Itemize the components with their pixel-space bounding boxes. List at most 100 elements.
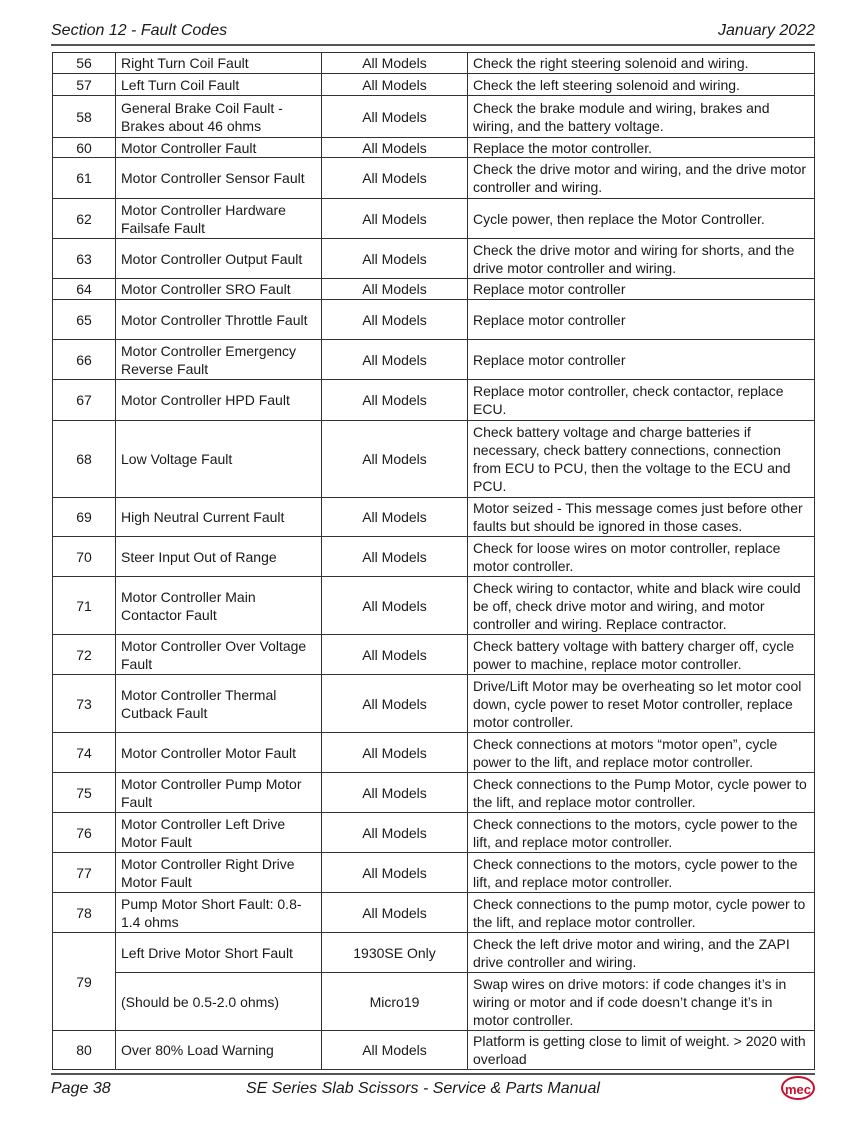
fault-code: 58	[52, 95, 116, 138]
applicable-models: 1930SE Only	[321, 932, 468, 973]
applicable-models: All Models	[321, 536, 468, 577]
corrective-action: Check the right steering solenoid and wi…	[467, 52, 815, 74]
fault-row: 72 Motor Controller Over Voltage Fault All…	[52, 634, 815, 675]
fault-code: 64	[52, 278, 116, 300]
header-rule	[51, 44, 815, 46]
applicable-models: Micro19	[321, 972, 468, 1031]
fault-code: 76	[52, 812, 116, 853]
fault-row: 80 Over 80% Load Warning All Models Platfor…	[52, 1030, 815, 1070]
fault-code: 57	[52, 73, 116, 96]
corrective-action: Check for loose wires on motor controlle…	[467, 536, 815, 577]
page-number: Page 38	[51, 1080, 111, 1097]
fault-description: Pump Motor Short Fault: 0.8-1.4 ohms	[115, 892, 322, 933]
fault-description: Motor Controller HPD Fault	[115, 379, 322, 421]
applicable-models: All Models	[321, 892, 468, 933]
fault-description: Motor Controller Hardware Failsafe Fault	[115, 198, 322, 239]
applicable-models: All Models	[321, 238, 468, 279]
fault-row: 58 General Brake Coil Fault - Brakes abou…	[52, 95, 815, 138]
corrective-action: Check connections to the motors, cycle p…	[467, 852, 815, 893]
corrective-action: Replace motor controller	[467, 299, 815, 340]
corrective-action: Check connections at motors “motor open”…	[467, 732, 815, 773]
fault-code: 68	[52, 420, 116, 498]
fault-description: Motor Controller Thermal Cutback Fault	[115, 674, 322, 733]
applicable-models: All Models	[321, 772, 468, 813]
applicable-models: All Models	[321, 1030, 468, 1070]
fault-description: Steer Input Out of Range	[115, 536, 322, 577]
applicable-models: All Models	[321, 812, 468, 853]
fault-code: 61	[52, 157, 116, 199]
page-footer: Page 38 SE Series Slab Scissors - Servic…	[51, 1076, 815, 1102]
fault-row: 66 Motor Controller Emergency Reverse Fau…	[52, 339, 815, 380]
fault-code: 74	[52, 732, 116, 773]
corrective-action: Check connections to the motors, cycle p…	[467, 812, 815, 853]
corrective-action: Check battery voltage with battery charg…	[467, 634, 815, 675]
fault-row: 75 Motor Controller Pump Motor Fault All M…	[52, 772, 815, 813]
corrective-action: Check the drive motor and wiring, and th…	[467, 157, 815, 199]
fault-description: Motor Controller Motor Fault	[115, 732, 322, 773]
fault-description: Motor Controller Output Fault	[115, 238, 322, 279]
mec-logo: mec	[781, 1076, 815, 1100]
fault-row: 56 Right Turn Coil Fault All Models Check t…	[52, 52, 815, 74]
fault-code: 62	[52, 198, 116, 239]
fault-code: 80	[52, 1030, 116, 1070]
corrective-action: Check the left steering solenoid and wir…	[467, 73, 815, 96]
fault-description: Right Turn Coil Fault	[115, 52, 322, 74]
applicable-models: All Models	[321, 198, 468, 239]
fault-row: 65 Motor Controller Throttle Fault All Mod…	[52, 299, 815, 340]
corrective-action: Platform is getting close to limit of we…	[467, 1030, 815, 1070]
page-header: Section 12 - Fault Codes January 2022	[51, 22, 815, 42]
applicable-models: All Models	[321, 52, 468, 74]
corrective-action: Check the drive motor and wiring for sho…	[467, 238, 815, 279]
fault-code: 73	[52, 674, 116, 733]
fault-row: 78 Pump Motor Short Fault: 0.8-1.4 ohms Al…	[52, 892, 815, 933]
fault-description: Motor Controller Main Contactor Fault	[115, 576, 322, 635]
corrective-action: Replace the motor controller.	[467, 137, 815, 158]
fault-description: Motor Controller Over Voltage Fault	[115, 634, 322, 675]
fault-row: 69 High Neutral Current Fault All Models Mo…	[52, 497, 815, 537]
fault-code: 79	[52, 932, 116, 1031]
fault-row: 77 Motor Controller Right Drive Motor Fau…	[52, 852, 815, 893]
fault-description: General Brake Coil Fault - Brakes about …	[115, 95, 322, 138]
corrective-action: Drive/Lift Motor may be overheating so l…	[467, 674, 815, 733]
applicable-models: All Models	[321, 95, 468, 138]
fault-code: 66	[52, 339, 116, 380]
header-date: January 2022	[718, 22, 815, 39]
fault-description: Motor Controller Emergency Reverse Fault	[115, 339, 322, 380]
fault-row: 61 Motor Controller Sensor Fault All Model…	[52, 157, 815, 199]
corrective-action: Check connections to the Pump Motor, cyc…	[467, 772, 815, 813]
fault-description: Motor Controller Right Drive Motor Fault	[115, 852, 322, 893]
fault-code: 71	[52, 576, 116, 635]
fault-code: 72	[52, 634, 116, 675]
applicable-models: All Models	[321, 137, 468, 158]
fault-row: 74 Motor Controller Motor Fault All Models…	[52, 732, 815, 773]
corrective-action: Check connections to the pump motor, cyc…	[467, 892, 815, 933]
fault-row: 62 Motor Controller Hardware Failsafe Fau…	[52, 198, 815, 239]
fault-code: 70	[52, 536, 116, 577]
fault-description: Over 80% Load Warning	[115, 1030, 322, 1070]
applicable-models: All Models	[321, 674, 468, 733]
applicable-models: All Models	[321, 379, 468, 421]
fault-code: 65	[52, 299, 116, 340]
fault-code: 56	[52, 52, 116, 74]
fault-description: Motor Controller Fault	[115, 137, 322, 158]
manual-title: SE Series Slab Scissors - Service & Part…	[246, 1080, 600, 1097]
fault-code: 63	[52, 238, 116, 279]
fault-row: 68 Low Voltage Fault All Models Check batte…	[52, 420, 815, 498]
corrective-action: Swap wires on drive motors: if code chan…	[467, 972, 815, 1031]
fault-description: Motor Controller Pump Motor Fault	[115, 772, 322, 813]
fault-row: 57 Left Turn Coil Fault All Models Check th…	[52, 73, 815, 96]
fault-code: 75	[52, 772, 116, 813]
fault-code: 77	[52, 852, 116, 893]
fault-description: Motor Controller Sensor Fault	[115, 157, 322, 199]
fault-row: 70 Steer Input Out of Range All Models Chec…	[52, 536, 815, 577]
fault-code: 78	[52, 892, 116, 933]
fault-code: 67	[52, 379, 116, 421]
fault-row: 60 Motor Controller Fault All Models Replac…	[52, 137, 815, 158]
fault-code: 60	[52, 137, 116, 158]
corrective-action: Replace motor controller	[467, 339, 815, 380]
fault-row: 79 Left Drive Motor Short Fault 1930SE Onl…	[52, 932, 815, 1031]
fault-description: Left Drive Motor Short Fault	[115, 932, 322, 973]
fault-description: Low Voltage Fault	[115, 420, 322, 498]
fault-row: 67 Motor Controller HPD Fault All Models Re…	[52, 379, 815, 421]
fault-row: 76 Motor Controller Left Drive Motor Faul…	[52, 812, 815, 853]
